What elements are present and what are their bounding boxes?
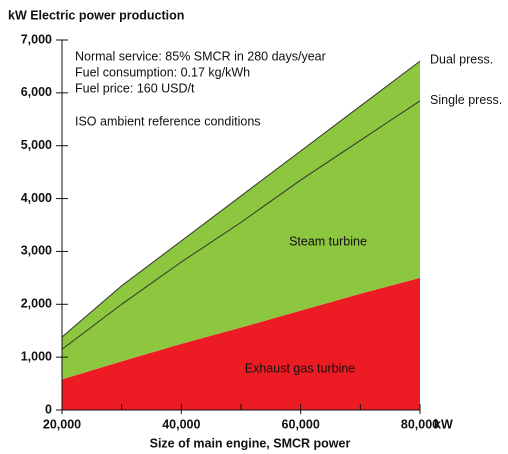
y-tick-label: 7,000 bbox=[21, 32, 52, 46]
y-tick-label: 1,000 bbox=[21, 349, 52, 363]
y-tick-label: 6,000 bbox=[21, 85, 52, 99]
chart-title: kW Electric power production bbox=[8, 8, 184, 22]
series-label: Dual press. bbox=[430, 52, 493, 66]
area-label: Exhaust gas turbine bbox=[245, 361, 356, 375]
series-label: Single press. bbox=[430, 93, 502, 107]
y-tick-label: 4,000 bbox=[21, 191, 52, 205]
x-tick-label: 60,000 bbox=[282, 417, 320, 431]
y-tick-label: 0 bbox=[45, 402, 52, 416]
y-tick-label: 2,000 bbox=[21, 297, 52, 311]
y-tick-label: 3,000 bbox=[21, 244, 52, 258]
annotation: Fuel price: 160 USD/t bbox=[75, 81, 195, 95]
y-tick-label: 5,000 bbox=[21, 138, 52, 152]
annotation: ISO ambient reference conditions bbox=[75, 114, 261, 128]
x-axis-label: Size of main engine, SMCR power bbox=[150, 436, 351, 450]
area bbox=[62, 277, 420, 410]
series-line bbox=[61, 100, 421, 350]
area-label: Steam turbine bbox=[289, 234, 367, 248]
area bbox=[62, 61, 420, 380]
x-tick-label: 80,000 bbox=[401, 417, 439, 431]
x-tick-label: 40,000 bbox=[162, 417, 200, 431]
x-axis-unit: kW bbox=[434, 417, 453, 431]
series-line bbox=[61, 60, 421, 338]
x-tick-label: 20,000 bbox=[43, 417, 81, 431]
annotation: Normal service: 85% SMCR in 280 days/yea… bbox=[75, 49, 326, 63]
annotation: Fuel consumption: 0.17 kg/kWh bbox=[75, 65, 250, 79]
